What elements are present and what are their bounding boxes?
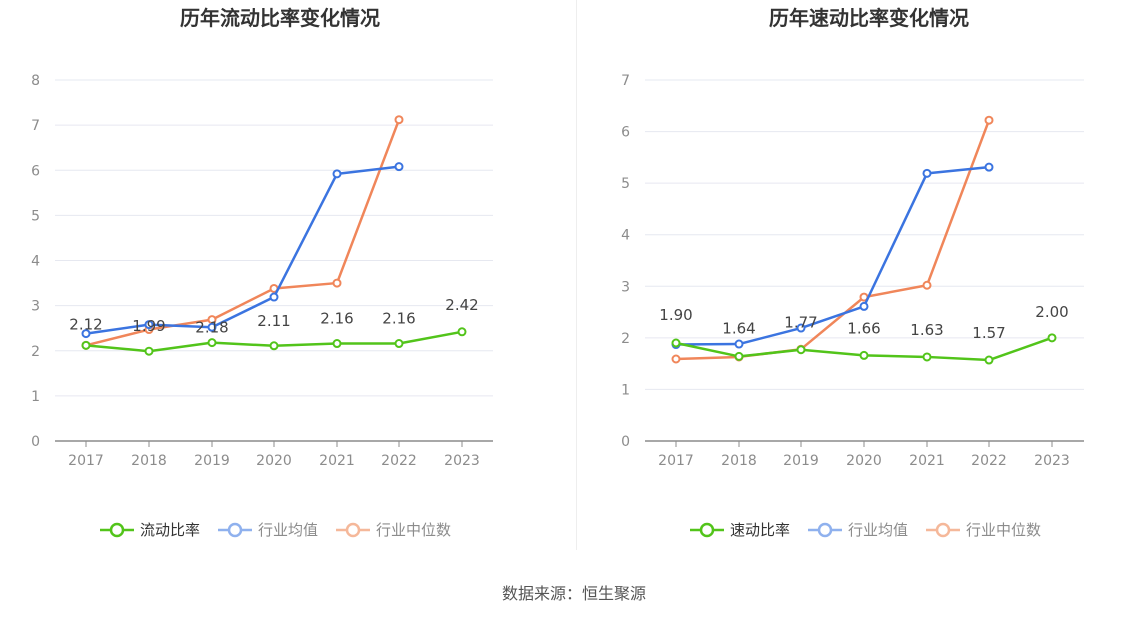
data-point[interactable]	[394, 115, 404, 125]
data-point[interactable]	[269, 292, 279, 302]
data-point[interactable]	[671, 338, 681, 348]
legend-label[interactable]: 行业均值	[848, 521, 908, 539]
y-tick-label: 5	[31, 208, 40, 224]
data-label: 1.63	[910, 321, 943, 339]
x-tick-label: 2021	[319, 453, 355, 469]
data-point[interactable]	[734, 339, 744, 349]
data-label: 1.77	[784, 314, 817, 332]
y-tick-label: 2	[621, 331, 630, 347]
data-point[interactable]	[144, 320, 154, 330]
data-point[interactable]	[859, 301, 869, 311]
legend-label[interactable]: 行业中位数	[966, 521, 1041, 539]
y-tick-label: 3	[621, 279, 630, 295]
legend-marker[interactable]	[817, 522, 833, 538]
y-tick-label: 8	[31, 73, 40, 89]
data-point[interactable]	[207, 338, 217, 348]
data-point[interactable]	[332, 278, 342, 288]
data-point[interactable]	[984, 162, 994, 172]
data-point[interactable]	[796, 323, 806, 333]
legend-label[interactable]: 行业中位数	[376, 521, 451, 539]
y-tick-label: 7	[621, 73, 630, 89]
data-point[interactable]	[922, 168, 932, 178]
legend-label[interactable]: 速动比率	[730, 521, 790, 539]
x-tick-label: 2019	[783, 453, 819, 469]
data-point[interactable]	[144, 346, 154, 356]
x-tick-label: 2018	[721, 453, 757, 469]
data-label: 1.90	[659, 306, 692, 324]
series-line-2	[675, 119, 991, 361]
x-tick-label: 2023	[1034, 453, 1070, 469]
y-tick-label: 6	[621, 125, 630, 141]
data-label: 2.16	[320, 310, 353, 328]
data-point[interactable]	[394, 339, 404, 349]
x-tick-label: 2022	[381, 453, 417, 469]
x-tick-label: 2018	[131, 453, 167, 469]
series-line-1	[675, 165, 990, 346]
data-point[interactable]	[269, 341, 279, 351]
legend-marker[interactable]	[699, 522, 715, 538]
data-point[interactable]	[922, 352, 932, 362]
data-label: 2.00	[1035, 303, 1068, 321]
panel-divider	[576, 0, 577, 550]
data-point[interactable]	[332, 169, 342, 179]
data-point[interactable]	[332, 339, 342, 349]
data-point[interactable]	[1047, 333, 1057, 343]
legend-label[interactable]: 流动比率	[140, 521, 200, 539]
data-label: 2.11	[257, 312, 290, 330]
data-label: 1.64	[722, 319, 755, 337]
data-label: 2.16	[382, 310, 415, 328]
x-tick-label: 2019	[194, 453, 230, 469]
data-point[interactable]	[984, 115, 994, 125]
data-point[interactable]	[734, 351, 744, 361]
x-tick-label: 2023	[444, 453, 480, 469]
data-point[interactable]	[81, 340, 91, 350]
data-point[interactable]	[394, 162, 404, 172]
y-tick-label: 5	[621, 176, 630, 192]
legend-marker[interactable]	[109, 522, 125, 538]
data-point[interactable]	[81, 329, 91, 339]
data-label: 2.12	[69, 315, 102, 333]
y-tick-label: 4	[621, 228, 630, 244]
data-label: 1.57	[972, 324, 1005, 342]
y-tick-label: 2	[31, 344, 40, 360]
legend-marker[interactable]	[935, 522, 951, 538]
data-point[interactable]	[207, 322, 217, 332]
chart-title: 历年流动比率变化情况	[180, 6, 380, 30]
series-line-2	[85, 119, 401, 347]
chart-title: 历年速动比率变化情况	[769, 6, 969, 30]
data-point[interactable]	[922, 280, 932, 290]
x-tick-label: 2020	[846, 453, 882, 469]
y-tick-label: 3	[31, 299, 40, 315]
x-tick-label: 2017	[658, 453, 694, 469]
legend-marker[interactable]	[227, 522, 243, 538]
y-tick-label: 1	[31, 389, 40, 405]
y-tick-label: 7	[31, 118, 40, 134]
data-point[interactable]	[457, 327, 467, 337]
data-label: 1.99	[132, 317, 165, 335]
y-tick-label: 0	[31, 434, 40, 450]
y-tick-label: 0	[621, 434, 630, 450]
x-tick-label: 2017	[68, 453, 104, 469]
y-tick-label: 4	[31, 254, 40, 270]
series-line-1	[85, 165, 400, 335]
y-tick-label: 1	[621, 382, 630, 398]
data-label: 2.42	[445, 296, 478, 314]
x-tick-label: 2021	[909, 453, 945, 469]
data-point[interactable]	[671, 354, 681, 364]
x-tick-label: 2022	[971, 453, 1007, 469]
data-point[interactable]	[796, 345, 806, 355]
data-source-note: 数据来源：恒生聚源	[501, 584, 646, 603]
data-point[interactable]	[984, 355, 994, 365]
data-point[interactable]	[859, 350, 869, 360]
data-label: 2.18	[195, 319, 228, 337]
legend-marker[interactable]	[345, 522, 361, 538]
data-label: 1.66	[847, 319, 880, 337]
y-tick-label: 6	[31, 163, 40, 179]
legend-label[interactable]: 行业均值	[258, 521, 318, 539]
x-tick-label: 2020	[256, 453, 292, 469]
